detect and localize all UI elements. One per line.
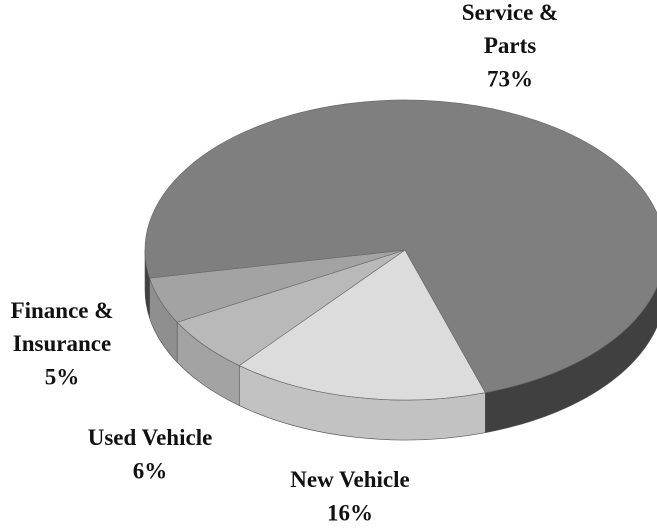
slice-label: Service & Parts (462, 0, 558, 58)
slice-label: New Vehicle (290, 467, 409, 492)
slice (144, 99, 657, 393)
value-label: 5% (45, 364, 80, 389)
slice (238, 249, 486, 401)
value-label: 16% (327, 500, 373, 525)
value-label: 6% (133, 458, 168, 483)
value-label: 73% (487, 66, 533, 91)
slice-label: Finance & Insurance (11, 298, 114, 356)
slice-label: Used Vehicle (88, 425, 213, 450)
